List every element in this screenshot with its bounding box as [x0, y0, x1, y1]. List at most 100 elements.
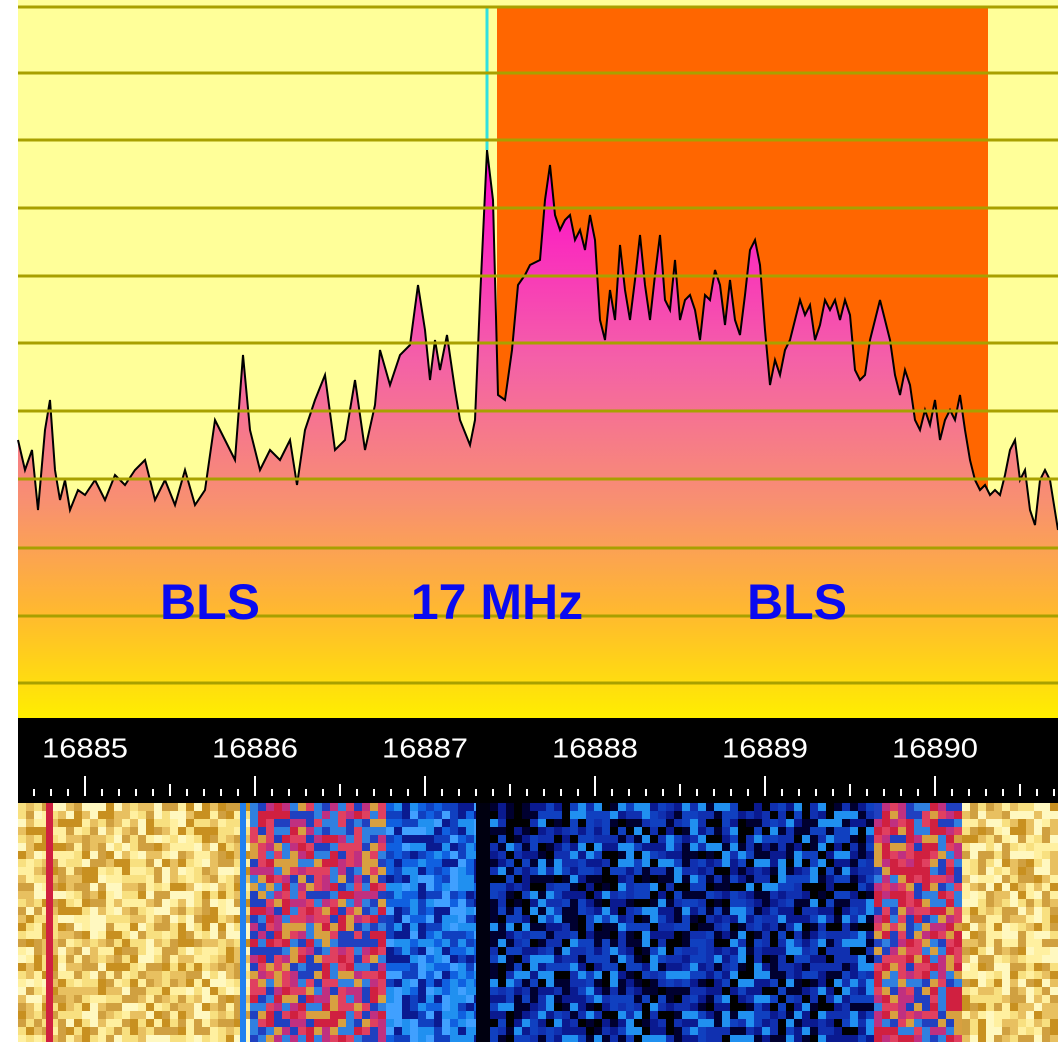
waterfall-cell	[146, 1019, 154, 1027]
waterfall-cell	[1050, 1035, 1058, 1042]
waterfall-cell	[730, 979, 738, 987]
waterfall-cell	[506, 987, 514, 995]
axis-ticks	[33, 776, 1055, 796]
waterfall-cell	[466, 907, 474, 915]
waterfall-cell	[858, 835, 866, 843]
waterfall-cell	[618, 963, 626, 971]
waterfall-cell	[114, 995, 122, 1003]
waterfall-cell	[722, 883, 730, 891]
waterfall-cell	[1042, 819, 1050, 827]
waterfall-cell	[962, 995, 970, 1003]
waterfall-cell	[458, 867, 466, 875]
waterfall-cell	[50, 987, 58, 995]
waterfall-cell	[770, 987, 778, 995]
waterfall-cell	[26, 875, 34, 883]
waterfall-cell	[506, 835, 514, 843]
waterfall-cell	[994, 835, 1002, 843]
waterfall-cell	[362, 939, 370, 947]
waterfall-cell	[898, 851, 906, 859]
waterfall-cell	[738, 851, 746, 859]
waterfall-cell	[386, 963, 394, 971]
waterfall-cell	[602, 1011, 610, 1019]
waterfall-cell	[194, 867, 202, 875]
waterfall-cell	[338, 899, 346, 907]
waterfall-cell	[178, 835, 186, 843]
waterfall-cell	[898, 867, 906, 875]
waterfall-cell	[650, 891, 658, 899]
waterfall-cell	[442, 891, 450, 899]
waterfall-cell	[1010, 947, 1018, 955]
waterfall-cell	[346, 1011, 354, 1019]
waterfall-cell	[674, 859, 682, 867]
waterfall-cell	[1026, 907, 1034, 915]
waterfall-cell	[122, 1019, 130, 1027]
waterfall-cell	[1034, 947, 1042, 955]
waterfall-cell	[194, 1027, 202, 1035]
waterfall-cell	[930, 987, 938, 995]
waterfall-cell	[226, 971, 234, 979]
waterfall-cell	[226, 899, 234, 907]
waterfall-cell	[850, 939, 858, 947]
waterfall-cell	[458, 955, 466, 963]
waterfall-cell	[826, 915, 834, 923]
waterfall-cell	[386, 899, 394, 907]
waterfall-cell	[770, 939, 778, 947]
waterfall-cell	[1010, 1003, 1018, 1011]
waterfall-cell	[746, 875, 754, 883]
waterfall-cell	[66, 899, 74, 907]
waterfall-cell	[370, 963, 378, 971]
waterfall-cell	[794, 963, 802, 971]
waterfall-cell	[282, 907, 290, 915]
waterfall-cell	[674, 947, 682, 955]
waterfall-cell	[850, 875, 858, 883]
waterfall-cell	[890, 843, 898, 851]
waterfall-cell	[1034, 955, 1042, 963]
waterfall-cell	[402, 819, 410, 827]
waterfall-cell	[722, 867, 730, 875]
waterfall-cell	[986, 1003, 994, 1011]
waterfall-cell	[986, 843, 994, 851]
waterfall-cell	[154, 979, 162, 987]
waterfall-cell	[802, 803, 810, 811]
waterfall-cell	[698, 995, 706, 1003]
waterfall-cell	[674, 1003, 682, 1011]
waterfall-cell	[90, 843, 98, 851]
waterfall-cell	[898, 1019, 906, 1027]
waterfall-cell	[562, 947, 570, 955]
waterfall-cell	[986, 819, 994, 827]
waterfall-cell	[162, 827, 170, 835]
waterfall-cell	[378, 915, 386, 923]
waterfall-cell	[578, 995, 586, 1003]
waterfall-cell	[554, 915, 562, 923]
waterfall-cell	[538, 819, 546, 827]
waterfall-cell	[706, 963, 714, 971]
waterfall-cell	[930, 923, 938, 931]
waterfall-cell	[610, 971, 618, 979]
waterfall-cell	[706, 939, 714, 947]
waterfall-cell	[578, 1003, 586, 1011]
waterfall-cell	[202, 835, 210, 843]
waterfall-cell	[442, 803, 450, 811]
waterfall-cell	[138, 995, 146, 1003]
waterfall-cell	[658, 1019, 666, 1027]
waterfall-cell	[466, 955, 474, 963]
waterfall-cell	[850, 835, 858, 843]
waterfall-cell	[186, 835, 194, 843]
waterfall-cell	[90, 867, 98, 875]
waterfall-cell	[170, 987, 178, 995]
waterfall-cell	[578, 803, 586, 811]
waterfall-cell	[338, 803, 346, 811]
waterfall-cell	[186, 883, 194, 891]
waterfall-cell	[914, 987, 922, 995]
waterfall-cell	[690, 1011, 698, 1019]
waterfall-cell	[762, 971, 770, 979]
waterfall-cell	[810, 851, 818, 859]
waterfall-cell	[522, 931, 530, 939]
waterfall-cell	[530, 963, 538, 971]
waterfall-cell	[218, 979, 226, 987]
waterfall-cell	[522, 803, 530, 811]
waterfall-cell	[122, 931, 130, 939]
waterfall-cell	[154, 947, 162, 955]
waterfall-cell	[562, 827, 570, 835]
waterfall-cell	[394, 851, 402, 859]
